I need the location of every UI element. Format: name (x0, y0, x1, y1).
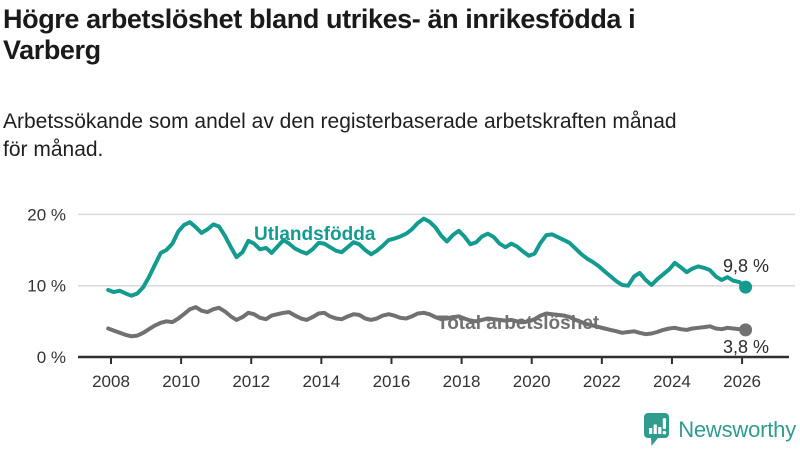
x-axis-label-2016: 2016 (373, 372, 411, 391)
chart-subtitle: Arbetssökande som andel av den registerb… (3, 110, 677, 161)
series-label-1: Total arbetslöshet (437, 313, 600, 334)
newsworthy-wordmark: Newsworthy (678, 417, 796, 442)
x-axis-label-2024: 2024 (653, 372, 691, 391)
series-end-value-1: 3,8 % (723, 337, 769, 357)
line-chart: 0 % 10 % 20 % 2008 2010 2012 2014 2016 2018 2020 2… (27, 205, 795, 391)
x-axis-label-2026: 2026 (723, 372, 761, 391)
series-end-dot-0 (739, 280, 753, 294)
x-axis-label-2010: 2010 (162, 372, 200, 391)
newsworthy-logo[interactable]: Newsworthy (643, 411, 796, 449)
x-axis-label-2020: 2020 (513, 372, 551, 391)
y-axis-label-10: 10 % (27, 277, 66, 296)
x-axis-label-2022: 2022 (583, 372, 621, 391)
y-axis-label-20: 20 % (27, 205, 66, 224)
series-end-value-0: 9,8 % (723, 256, 769, 276)
series-line-1 (106, 305, 748, 339)
series-end-dot-1 (739, 323, 753, 337)
chart-title: Högre arbetslöshet bland utrikes- än inr… (3, 4, 636, 65)
x-axis-label-2018: 2018 (443, 372, 481, 391)
series-line-0 (106, 216, 748, 298)
x-axis-label-2014: 2014 (302, 372, 340, 391)
x-axis-label-2008: 2008 (92, 372, 130, 391)
newsworthy-bar-chart-bubble-icon (644, 413, 670, 446)
y-axis-label-0: 0 % (37, 348, 66, 367)
x-axis-label-2012: 2012 (232, 372, 270, 391)
series-label-0: Utlandsfödda (254, 224, 376, 245)
